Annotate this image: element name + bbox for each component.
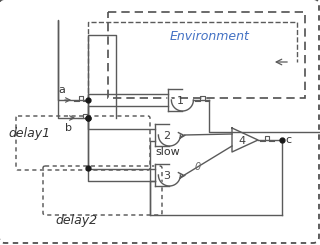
Text: c: c xyxy=(285,135,291,145)
Text: 1: 1 xyxy=(177,96,183,106)
Text: b: b xyxy=(65,123,72,133)
Text: Environment: Environment xyxy=(170,29,250,42)
Polygon shape xyxy=(155,164,180,186)
Text: 3: 3 xyxy=(164,171,171,181)
Bar xyxy=(108,12,305,98)
Polygon shape xyxy=(232,128,258,152)
Text: 2: 2 xyxy=(164,131,171,141)
Polygon shape xyxy=(168,89,193,111)
Text: 0: 0 xyxy=(195,162,201,172)
Text: a: a xyxy=(58,85,65,95)
Text: delay1: delay1 xyxy=(8,126,50,139)
Text: 4: 4 xyxy=(238,136,245,146)
Polygon shape xyxy=(155,124,180,146)
Text: slow: slow xyxy=(156,147,180,157)
Text: delay2: delay2 xyxy=(55,213,97,226)
